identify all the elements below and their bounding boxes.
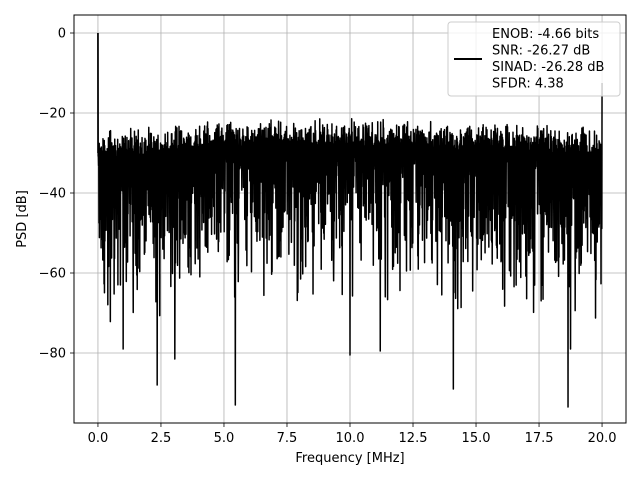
ticks: 0.0 2.5 5.0 7.5 10.0 12.5 15.0 17.5 20.0 0 −20 −40 −…: [39, 27, 617, 447]
x-tick-label: 17.5: [525, 431, 554, 446]
x-tick-label: 12.5: [399, 431, 428, 446]
y-tick-label: −40: [39, 187, 66, 202]
x-tick-label: 15.0: [462, 431, 491, 446]
y-tick-label: 0: [58, 27, 66, 42]
legend-entry-line: ENOB: -4.66 bits: [492, 27, 599, 42]
x-tick-label: 7.5: [277, 431, 298, 446]
legend-entry-line: SNR: -26.27 dB: [492, 44, 590, 59]
x-tick-label: 5.0: [214, 431, 235, 446]
plot-area: [97, 32, 603, 408]
x-axis-label: Frequency [MHz]: [295, 451, 404, 466]
y-tick-label: −60: [39, 267, 66, 282]
x-tick-label: 20.0: [588, 431, 617, 446]
psd-series-line: [97, 32, 603, 408]
x-tick-label: 2.5: [151, 431, 172, 446]
y-axis-label: PSD [dB]: [15, 190, 30, 248]
legend-box: [447, 21, 621, 97]
x-tick-label: 0.0: [88, 431, 109, 446]
y-tick-label: −80: [39, 347, 66, 362]
legend-entry-line: SINAD: -26.28 dB: [492, 60, 604, 75]
x-tick-label: 10.0: [336, 431, 365, 446]
legend-entry-line: SFDR: 4.38: [492, 77, 564, 92]
y-tick-label: −20: [39, 107, 66, 122]
